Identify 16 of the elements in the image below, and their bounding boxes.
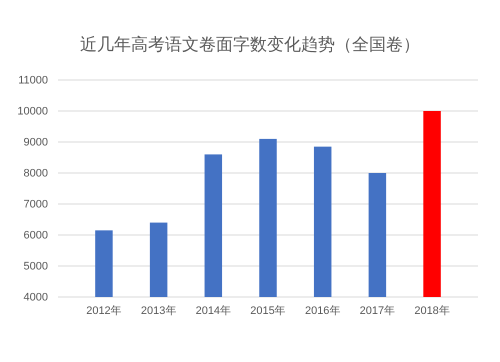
x-tick-label: 2017年 [360, 304, 396, 317]
y-tick-label: 5000 [24, 260, 48, 273]
y-tick-label: 10000 [17, 106, 48, 118]
y-tick-label: 9000 [24, 136, 48, 149]
x-tick-label: 2014年 [196, 304, 232, 317]
y-tick-label: 11000 [18, 74, 48, 87]
y-tick-label: 4000 [24, 292, 48, 304]
x-tick-label: 2016年 [304, 304, 340, 317]
y-tick-label: 6000 [24, 230, 48, 242]
x-tick-label: 2015年 [250, 304, 286, 317]
y-tick-label: 8000 [24, 168, 48, 180]
chart-title: 近几年高考语文卷面字数变化趋势（全国卷） [80, 35, 420, 55]
x-tick-label: 2018年 [414, 304, 450, 317]
x-tick-label: 2013年 [140, 304, 176, 317]
y-tick-label: 7000 [24, 198, 48, 211]
x-tick-label: 2012年 [86, 304, 122, 317]
